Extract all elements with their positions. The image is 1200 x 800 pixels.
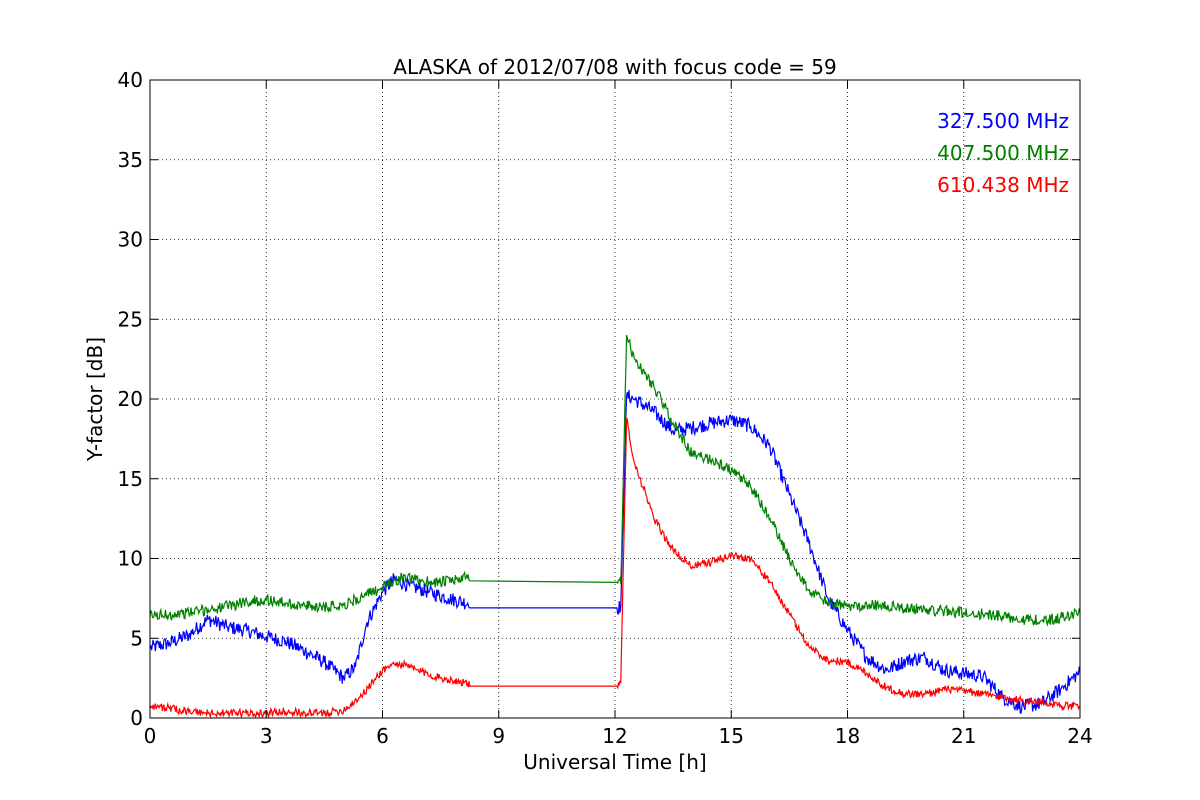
- series-line: [149, 335, 1081, 627]
- x-tick-label: 6: [376, 724, 389, 748]
- x-tick-label: 15: [719, 724, 744, 748]
- y-tick-label: 30: [118, 228, 143, 252]
- x-tick-label: 24: [1067, 724, 1092, 748]
- legend-label: 407.500 MHz: [937, 141, 1069, 165]
- chart-title: ALASKA of 2012/07/08 with focus code = 5…: [393, 55, 836, 79]
- series-line: [149, 417, 1080, 719]
- legend-label: 610.438 MHz: [937, 173, 1069, 197]
- y-tick-label: 0: [130, 706, 143, 730]
- x-tick-label: 12: [602, 724, 627, 748]
- x-tick-label: 0: [144, 724, 157, 748]
- legend: 327.500 MHz 407.500 MHz 610.438 MHz: [937, 109, 1069, 197]
- x-tick-label: 3: [260, 724, 273, 748]
- x-axis-label: Universal Time [h]: [523, 750, 706, 774]
- x-tick-label: 9: [492, 724, 505, 748]
- y-tick-label: 10: [118, 547, 143, 571]
- legend-label: 327.500 MHz: [937, 109, 1069, 133]
- series-layer: [149, 335, 1081, 719]
- x-tick-label: 21: [951, 724, 976, 748]
- y-tick-label: 15: [118, 467, 143, 491]
- axis-ticks: 0 3 6 9 12 15 18 21 24 0 5 10 15 20 25 30 35 40: [118, 68, 1093, 748]
- y-axis-label: Y-factor [dB]: [83, 337, 107, 462]
- y-tick-label: 5: [130, 626, 143, 650]
- y-tick-label: 40: [118, 68, 143, 92]
- x-tick-label: 18: [835, 724, 860, 748]
- series-line: [149, 390, 1081, 714]
- y-tick-label: 35: [118, 148, 143, 172]
- y-tick-label: 25: [118, 307, 143, 331]
- y-tick-label: 20: [118, 387, 143, 411]
